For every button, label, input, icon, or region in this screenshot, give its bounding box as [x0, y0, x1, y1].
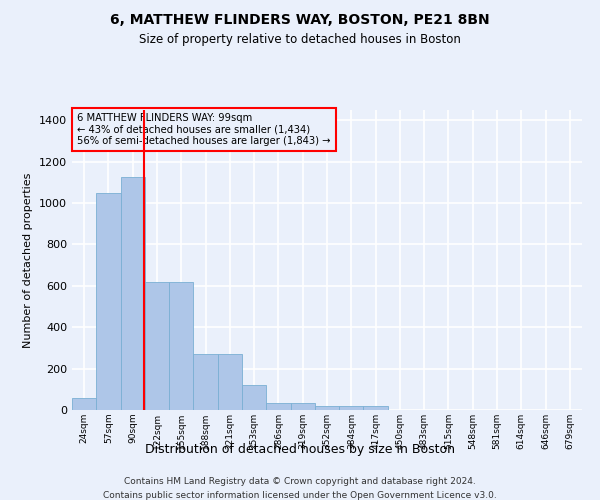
Bar: [290, 403, 315, 410]
Bar: [315, 406, 339, 410]
Text: 6, MATTHEW FLINDERS WAY, BOSTON, PE21 8BN: 6, MATTHEW FLINDERS WAY, BOSTON, PE21 8B…: [110, 12, 490, 26]
Text: 6 MATTHEW FLINDERS WAY: 99sqm
← 43% of detached houses are smaller (1,434)
56% o: 6 MATTHEW FLINDERS WAY: 99sqm ← 43% of d…: [77, 113, 331, 146]
Bar: [121, 177, 145, 410]
Bar: [339, 406, 364, 410]
Bar: [193, 354, 218, 410]
Bar: [266, 403, 290, 410]
Bar: [145, 282, 169, 410]
Bar: [72, 398, 96, 410]
Bar: [218, 354, 242, 410]
Text: Contains public sector information licensed under the Open Government Licence v3: Contains public sector information licen…: [103, 491, 497, 500]
Bar: [96, 193, 121, 410]
Text: Size of property relative to detached houses in Boston: Size of property relative to detached ho…: [139, 32, 461, 46]
Bar: [242, 385, 266, 410]
Text: Distribution of detached houses by size in Boston: Distribution of detached houses by size …: [145, 442, 455, 456]
Bar: [169, 282, 193, 410]
Text: Contains HM Land Registry data © Crown copyright and database right 2024.: Contains HM Land Registry data © Crown c…: [124, 478, 476, 486]
Bar: [364, 406, 388, 410]
Y-axis label: Number of detached properties: Number of detached properties: [23, 172, 34, 348]
